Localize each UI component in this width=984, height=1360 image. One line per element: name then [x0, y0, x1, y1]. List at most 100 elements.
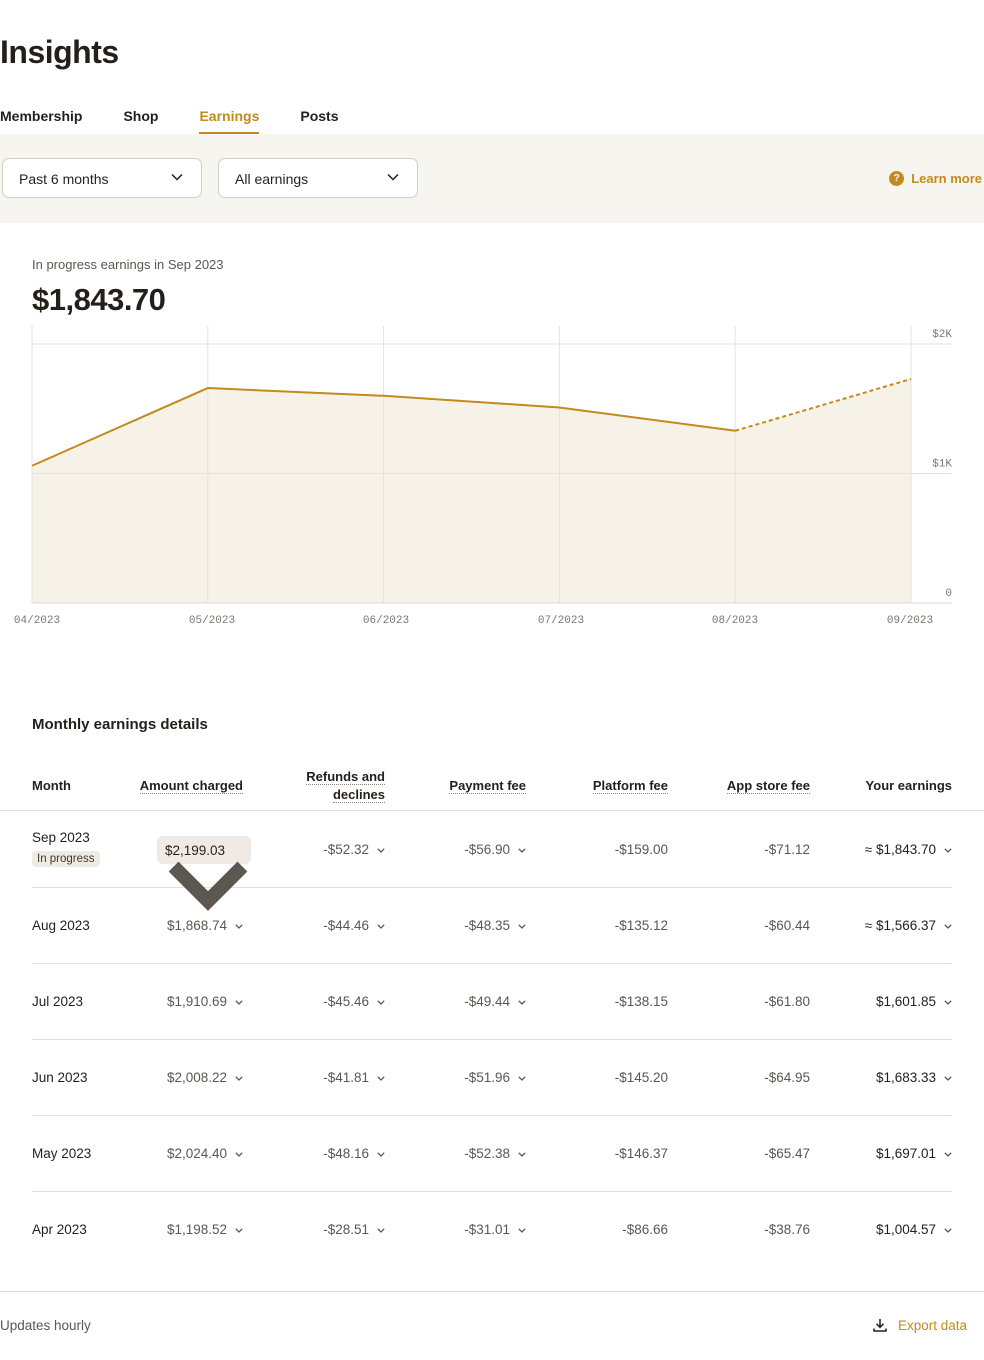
chevron-down-icon [377, 848, 385, 853]
payment-fee-toggle[interactable]: -$52.38 [464, 1146, 526, 1161]
table-row: Jul 2023 $1,910.69 -$45.46 -$49.44 -$138.15 -… [32, 964, 952, 1040]
x-tick-label: 06/2023 [363, 615, 409, 627]
x-tick-label: 08/2023 [712, 615, 758, 627]
earnings-type-select-value: All earnings [235, 171, 309, 187]
platform-fee: -$145.20 [614, 1070, 668, 1085]
amount-charged-toggle[interactable]: $1,198.52 [167, 1222, 243, 1237]
chevron-down-icon [377, 1000, 385, 1005]
your-earnings-toggle[interactable]: ≈ $1,566.37 [865, 918, 952, 933]
period-select-value: Past 6 months [19, 171, 109, 187]
refunds-toggle[interactable]: -$28.51 [323, 1222, 385, 1237]
header-divider [0, 810, 984, 811]
amount-charged-toggle[interactable]: $1,868.74 [167, 918, 243, 933]
earnings-type-select[interactable]: All earnings [218, 158, 418, 198]
page-title: Insights [0, 34, 119, 70]
chart-data-point[interactable] [556, 404, 562, 410]
table-row: Sep 2023 In progress $2,199.03 -$52.32 -$56.… [32, 812, 952, 911]
x-tick-label: 09/2023 [887, 615, 933, 627]
payment-fee-toggle[interactable]: -$31.01 [464, 1222, 526, 1237]
earnings-line [31, 387, 736, 467]
header-platform-fee[interactable]: Platform fee [592, 778, 668, 794]
amount-charged-toggle[interactable]: $2,199.03 [157, 836, 251, 911]
tab-membership[interactable]: Membership [0, 108, 83, 124]
chart-data-point[interactable] [381, 393, 387, 399]
header-your-earnings: Your earnings [865, 778, 952, 793]
app-store-fee: -$61.80 [764, 994, 810, 1009]
your-earnings-toggle[interactable]: $1,697.01 [876, 1146, 952, 1161]
chart-data-point[interactable] [908, 376, 914, 382]
download-icon [873, 1319, 887, 1332]
row-month: Jun 2023 [32, 1070, 88, 1085]
header-month: Month [32, 778, 71, 793]
chevron-down-icon [235, 1228, 243, 1233]
y-tick-label: $2K [932, 329, 952, 341]
chart-data-point[interactable] [29, 463, 35, 469]
row-month: Aug 2023 [32, 918, 90, 933]
app-store-fee: -$60.44 [764, 918, 810, 933]
refunds-toggle[interactable]: -$44.46 [323, 918, 385, 933]
x-tick-label: 07/2023 [538, 615, 584, 627]
platform-fee: -$159.00 [614, 842, 668, 857]
chart-data-point[interactable] [205, 385, 211, 391]
chevron-down-icon [518, 1228, 526, 1233]
chevron-down-icon [377, 1076, 385, 1081]
chevron-down-icon [387, 173, 399, 181]
x-tick-label: 05/2023 [189, 615, 235, 627]
table-title: Monthly earnings details [32, 716, 208, 733]
amount-charged-toggle[interactable]: $2,024.40 [167, 1146, 243, 1161]
your-earnings-toggle[interactable]: $1,683.33 [876, 1070, 952, 1085]
your-earnings-toggle[interactable]: $1,601.85 [876, 994, 952, 1009]
platform-fee: -$146.37 [614, 1146, 668, 1161]
row-month: Sep 2023 In progress [32, 830, 100, 867]
y-tick-label: 0 [945, 588, 952, 600]
export-data-button[interactable]: Export data [872, 1317, 967, 1333]
app-store-fee: -$64.95 [764, 1070, 810, 1085]
table-row: Apr 2023 $1,198.52 -$28.51 -$31.01 -$86.66 -$… [32, 1192, 952, 1268]
header-payment-fee[interactable]: Payment fee [449, 778, 526, 794]
chevron-down-icon [944, 1152, 952, 1157]
tab-posts[interactable]: Posts [300, 108, 339, 124]
export-data-label: Export data [897, 1317, 967, 1333]
chart-data-point[interactable] [732, 428, 738, 434]
chevron-down-icon [377, 1228, 385, 1233]
payment-fee-toggle[interactable]: -$49.44 [464, 994, 526, 1009]
header-app-store-fee[interactable]: App store fee [726, 778, 810, 794]
learn-more-link[interactable]: ? Learn more [889, 171, 982, 186]
table-row: Jun 2023 $2,008.22 -$41.81 -$51.96 -$145.20 -… [32, 1040, 952, 1116]
platform-fee: -$135.12 [614, 918, 668, 933]
tab-earnings[interactable]: Earnings [199, 106, 259, 134]
table-row: Aug 2023 $1,868.74 -$44.46 -$48.35 -$135.12 -… [32, 888, 952, 964]
chevron-down-icon [944, 924, 952, 929]
summary-label: In progress earnings in Sep 2023 [32, 257, 224, 272]
payment-fee-toggle[interactable]: -$56.90 [464, 842, 526, 857]
app-store-fee: -$71.12 [764, 842, 810, 857]
your-earnings-toggle[interactable]: $1,004.57 [876, 1222, 952, 1237]
refunds-toggle[interactable]: -$48.16 [323, 1146, 385, 1161]
header-amount-charged[interactable]: Amount charged [139, 778, 243, 794]
chevron-down-icon [518, 1000, 526, 1005]
chevron-down-icon [518, 848, 526, 853]
amount-charged-toggle[interactable]: $2,008.22 [167, 1070, 243, 1085]
payment-fee-toggle[interactable]: -$51.96 [464, 1070, 526, 1085]
y-tick-label: $1K [932, 459, 952, 471]
header-refunds[interactable]: Refunds and declines [306, 769, 385, 803]
platform-fee: -$86.66 [622, 1222, 668, 1237]
period-select[interactable]: Past 6 months [2, 158, 202, 198]
chevron-down-icon [377, 1152, 385, 1157]
chevron-down-icon [518, 1076, 526, 1081]
chevron-down-icon [235, 1000, 243, 1005]
filter-bar: Past 6 months All earnings ? Learn more [0, 134, 984, 223]
tab-shop[interactable]: Shop [123, 108, 159, 124]
amount-charged-toggle[interactable]: $1,910.69 [167, 994, 243, 1009]
your-earnings-toggle[interactable]: ≈ $1,843.70 [865, 842, 952, 857]
refunds-toggle[interactable]: -$52.32 [323, 842, 385, 857]
chart-area-fill [32, 378, 911, 603]
chevron-down-icon [944, 848, 952, 853]
refunds-toggle[interactable]: -$45.46 [323, 994, 385, 1009]
chevron-down-icon [235, 1076, 243, 1081]
payment-fee-toggle[interactable]: -$48.35 [464, 918, 526, 933]
refunds-toggle[interactable]: -$41.81 [323, 1070, 385, 1085]
tab-bar: Membership Shop Earnings Posts [0, 106, 380, 134]
chevron-down-icon [235, 924, 243, 929]
chevron-down-icon [377, 924, 385, 929]
